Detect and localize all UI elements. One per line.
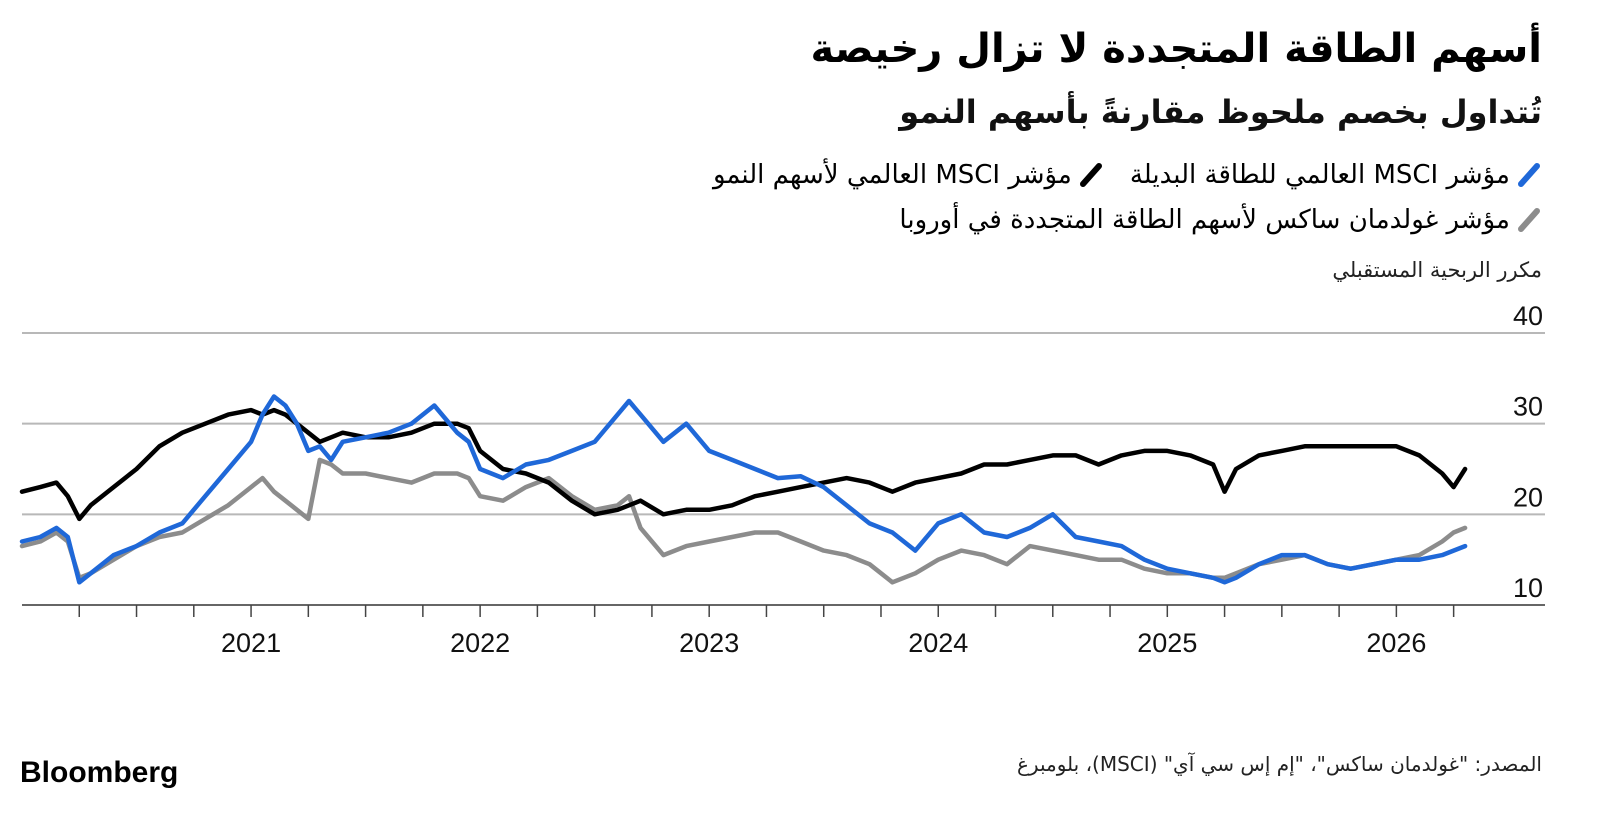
series-line — [19, 394, 1468, 585]
x-tick-label: 2026 — [1366, 628, 1426, 658]
y-tick-label: 20 — [1513, 482, 1543, 512]
legend-slash-icon — [1518, 208, 1540, 232]
y-tick-label: 30 — [1513, 392, 1543, 422]
legend-slash-icon — [1079, 163, 1102, 187]
legend-item-gs-renewables: مؤشر غولدمان ساكس لأسهم الطاقة المتجددة … — [899, 205, 1542, 235]
x-tick-label: 2021 — [221, 628, 281, 658]
series-line — [19, 457, 1468, 585]
legend-item-growth: مؤشر MSCI العالمي لأسهم النمو — [713, 160, 1104, 190]
legend-item-alt-energy: مؤشر MSCI العالمي للطاقة البديلة — [1130, 160, 1542, 190]
chart-title: أسهم الطاقة المتجددة لا تزال رخيصة — [810, 26, 1542, 72]
source-note: المصدر: "غولدمان ساكس"، "إم إس سي آي" (M… — [1017, 752, 1542, 776]
chart-subtitle: تُتداول بخصم ملحوظ مقارنةً بأسهم النمو — [899, 93, 1542, 131]
y-tick-label: 10 — [1513, 573, 1543, 603]
x-tick-label: 2022 — [450, 628, 510, 658]
y-tick-label: 40 — [1513, 301, 1543, 331]
bloomberg-logo: Bloomberg — [20, 756, 179, 789]
x-tick-label: 2023 — [679, 628, 739, 658]
x-tick-label: 2024 — [908, 628, 968, 658]
legend-row-1: مؤشر MSCI العالمي للطاقة البديلة مؤشر MS… — [713, 160, 1542, 190]
legend-slash-icon — [1518, 163, 1540, 187]
legend-row-2: مؤشر غولدمان ساكس لأسهم الطاقة المتجددة … — [899, 205, 1542, 235]
legend-label: مؤشر MSCI العالمي للطاقة البديلة — [1129, 160, 1510, 190]
legend-label: مؤشر MSCI العالمي لأسهم النمو — [712, 160, 1072, 190]
y-axis-label: مكرر الربحية المستقبلي — [1332, 258, 1542, 282]
series-line — [19, 407, 1468, 522]
x-tick-label: 2025 — [1137, 628, 1197, 658]
legend-label: مؤشر غولدمان ساكس لأسهم الطاقة المتجددة … — [899, 205, 1510, 235]
line-chart: 10 20 30 40 2021 2022 2023 2024 2025 2026 — [19, 301, 1545, 658]
